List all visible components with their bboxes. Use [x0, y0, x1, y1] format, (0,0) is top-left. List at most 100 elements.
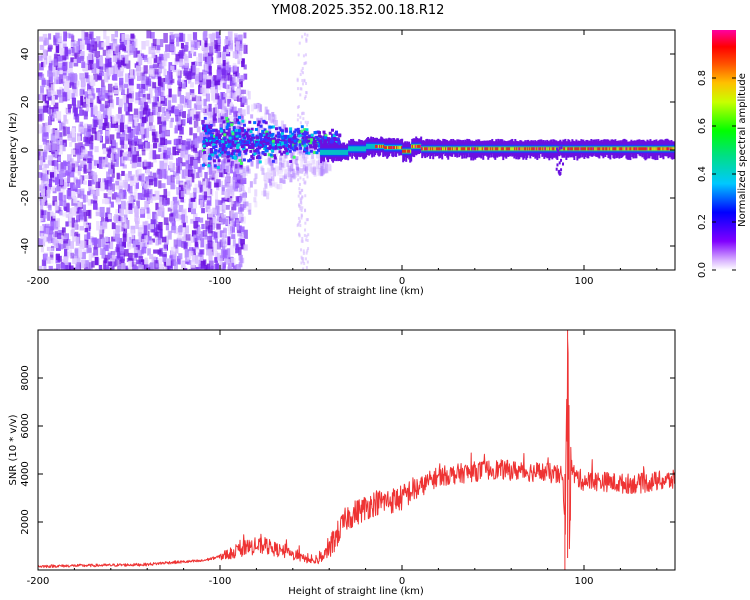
spectrogram-cell: [155, 154, 161, 160]
spectrogram-cell: [111, 149, 116, 154]
spectrogram-cell: [222, 120, 226, 124]
spectrogram-cell: [109, 99, 115, 109]
spectrogram-cell: [53, 54, 58, 59]
spectrogram-cell: [246, 143, 250, 147]
spectrogram-cell: [156, 170, 161, 179]
spectrogram-cell: [286, 134, 290, 138]
spectrogram-cell: [227, 159, 231, 163]
spectrogram-cell: [129, 69, 134, 78]
spectrogram-cell: [284, 129, 288, 133]
spectrogram-cell: [95, 212, 101, 217]
spectrogram-cell: [176, 258, 181, 265]
spectrogram-cell: [216, 69, 222, 80]
spectrogram-cell: [306, 175, 309, 179]
spectrogram-cell: [136, 122, 141, 132]
spectrogram-cell: [77, 153, 81, 163]
spectrogram-cell: [416, 144, 419, 148]
spectrogram-cell: [519, 147, 522, 151]
spectrogram-cell: [118, 237, 123, 248]
spectrogram-cell: [349, 146, 352, 152]
spectrogram-cell: [203, 129, 207, 133]
spectrogram-cell: [242, 158, 246, 162]
spectrogram-cell: [170, 181, 175, 190]
spectrogram-cell: [254, 173, 258, 179]
spectrogram-cell: [66, 202, 70, 212]
spectrogram-cell: [43, 167, 48, 176]
spectrogram-cell: [133, 206, 138, 213]
spectrogram-cell: [160, 137, 165, 146]
spectrogram-cell: [99, 103, 105, 112]
spectrogram-cell: [78, 124, 83, 133]
spectrogram-cell: [159, 124, 163, 134]
spectrogram-cell: [182, 111, 186, 118]
spectrogram-cell: [129, 244, 135, 249]
spectrogram-cell: [232, 181, 236, 190]
spectrogram-cell: [304, 53, 307, 57]
spectrogram-cell: [67, 131, 72, 141]
spectrogram-cell: [44, 145, 48, 154]
spectrogram-cell: [500, 147, 503, 151]
spectrogram-cell: [274, 165, 278, 172]
spectrogram-cell: [238, 211, 242, 220]
spectrogram-cell: [40, 233, 44, 240]
spectrogram-cell: [190, 261, 196, 268]
spectrogram-cell: [221, 148, 225, 152]
spectrogram-cell: [501, 147, 504, 151]
spectrogram-cell: [87, 167, 91, 172]
spectrogram-cell: [208, 260, 214, 269]
spectrogram-cell: [137, 138, 142, 148]
spectrogram-cell: [51, 149, 55, 154]
spectrogram-cell: [96, 95, 101, 104]
spectrogram-cell: [99, 206, 105, 217]
spectrogram-cell: [113, 89, 119, 95]
spectrogram-cell: [63, 239, 69, 244]
spectrogram-cell: [161, 125, 167, 131]
spectrogram-cell: [181, 64, 186, 69]
spectrogram-cell: [312, 166, 316, 175]
spectrogram-cell: [547, 147, 550, 151]
spectrogram-cell: [118, 191, 124, 200]
spectrogram-cell: [305, 61, 308, 65]
spectrogram-cell: [175, 53, 180, 62]
spectrogram-cell: [204, 42, 208, 48]
spectrogram-cell: [46, 142, 52, 151]
spectrogram-cell: [195, 95, 201, 105]
spectrogram-cell: [187, 237, 192, 247]
spectrogram-cell: [135, 145, 141, 152]
spectrogram-cell: [254, 201, 258, 208]
spectrogram-cell: [137, 227, 143, 237]
spectrogram-cell: [300, 255, 303, 259]
spectrogram-cell: [432, 147, 435, 151]
spectrogram-cell: [191, 108, 196, 115]
spectrogram-cell: [254, 127, 258, 131]
spectrogram-cell: [184, 248, 189, 258]
spectrogram-cell: [271, 139, 275, 143]
spectrogram-cell: [552, 147, 555, 151]
spectrogram-cell: [228, 231, 232, 236]
spectrogram-cell: [207, 263, 211, 269]
spectrogram-cell: [141, 83, 146, 90]
spectrogram-cell: [213, 164, 217, 168]
spectrogram-cell: [232, 76, 236, 85]
spectrogram-cell: [72, 104, 77, 113]
spectrogram-cell: [210, 133, 214, 137]
spectrogram-cell: [271, 137, 275, 141]
spectrogram-cell: [121, 60, 125, 66]
spectrogram-cell: [216, 42, 221, 47]
spectrogram-cell: [149, 68, 155, 77]
spectrogram-cell: [201, 126, 205, 130]
spectrogram-cell: [181, 162, 186, 167]
spectrogram-cell: [176, 163, 180, 173]
spectrogram-cell: [70, 57, 75, 63]
spectrogram-cell: [70, 149, 76, 155]
spectrogram-cell: [120, 114, 124, 123]
spectrogram-cell: [80, 160, 85, 167]
spectrogram-cell: [56, 76, 61, 84]
spectrogram-cell: [137, 192, 143, 200]
spectrogram-cell: [124, 83, 129, 88]
spectrogram-cell: [62, 212, 67, 217]
spectrogram-cell: [269, 153, 273, 157]
spectrogram-cell: [274, 139, 278, 143]
spectrogram-cell: [207, 240, 213, 249]
spectrogram-cell: [77, 136, 81, 142]
